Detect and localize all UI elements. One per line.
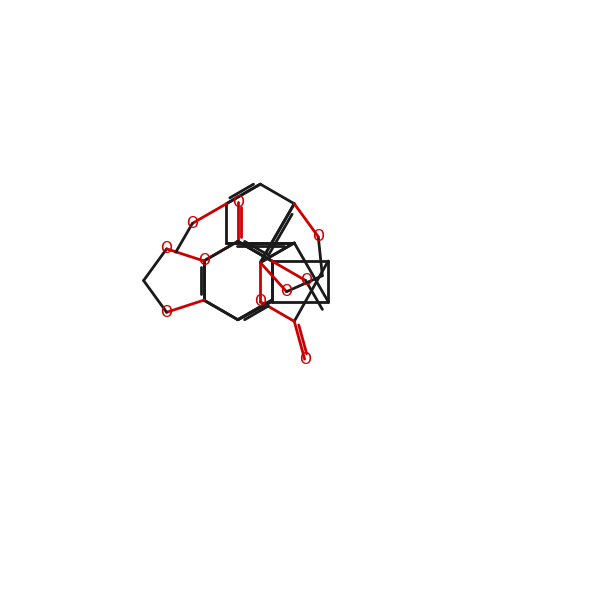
Text: O: O [299, 352, 311, 367]
Text: O: O [281, 284, 293, 299]
Text: O: O [161, 305, 173, 320]
Text: O: O [300, 273, 312, 288]
Text: O: O [254, 294, 266, 309]
Text: O: O [187, 216, 199, 231]
Text: O: O [161, 241, 173, 256]
Text: O: O [198, 253, 210, 268]
Text: O: O [312, 229, 324, 244]
Text: O: O [232, 194, 244, 209]
